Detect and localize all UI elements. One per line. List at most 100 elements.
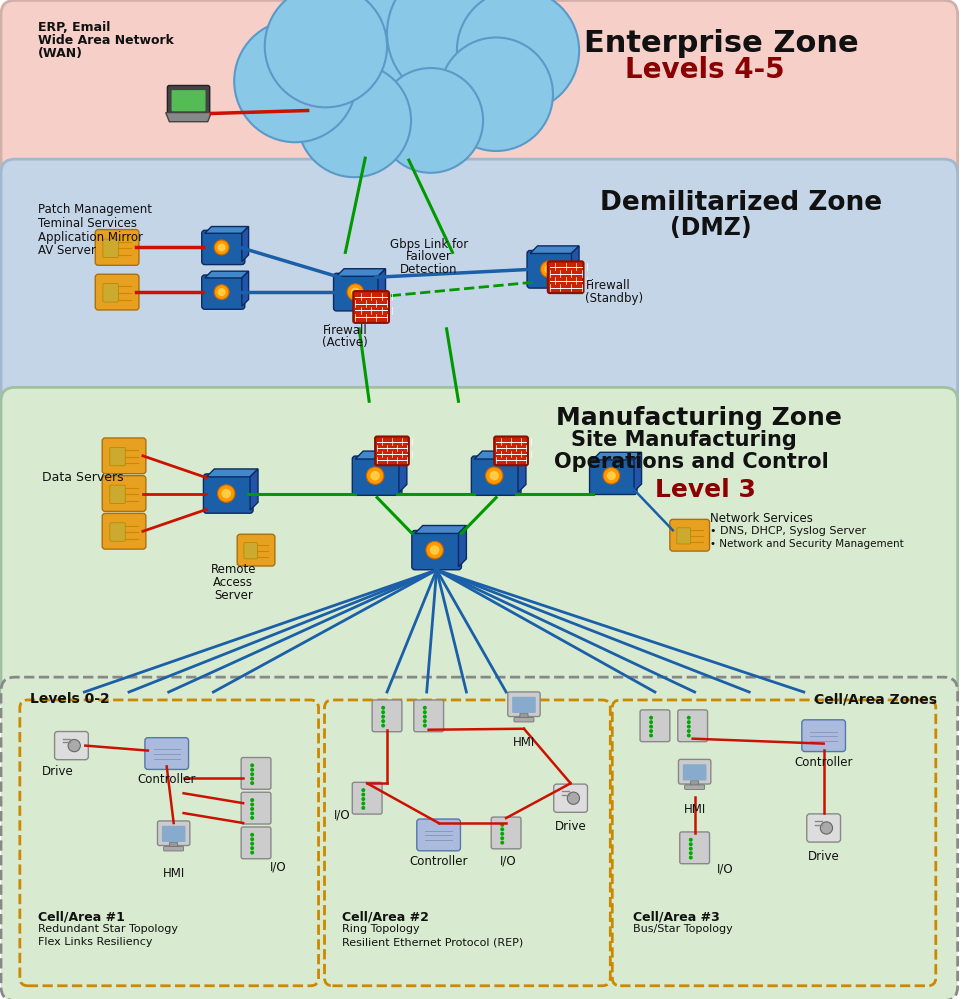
Polygon shape xyxy=(355,452,407,459)
FancyBboxPatch shape xyxy=(169,842,178,850)
FancyBboxPatch shape xyxy=(202,275,245,310)
Text: I/O: I/O xyxy=(500,855,516,868)
Circle shape xyxy=(304,0,470,142)
Polygon shape xyxy=(378,269,386,308)
Text: Demilitarized Zone: Demilitarized Zone xyxy=(601,190,883,216)
FancyBboxPatch shape xyxy=(375,437,409,466)
Circle shape xyxy=(381,719,385,723)
Polygon shape xyxy=(250,469,258,510)
Text: Level 3: Level 3 xyxy=(655,478,756,501)
FancyBboxPatch shape xyxy=(158,821,190,845)
Circle shape xyxy=(381,714,385,718)
FancyBboxPatch shape xyxy=(590,457,637,495)
Circle shape xyxy=(218,288,225,296)
FancyBboxPatch shape xyxy=(683,764,707,780)
Circle shape xyxy=(687,724,690,728)
Text: I/O: I/O xyxy=(270,861,286,874)
Text: Enterprise Zone: Enterprise Zone xyxy=(583,29,858,58)
Circle shape xyxy=(423,710,426,714)
Circle shape xyxy=(649,724,653,728)
Polygon shape xyxy=(530,246,579,254)
Text: Bus/Star Topology: Bus/Star Topology xyxy=(633,924,733,934)
Circle shape xyxy=(387,0,527,103)
Text: Patch Management: Patch Management xyxy=(38,203,152,216)
FancyBboxPatch shape xyxy=(1,0,957,192)
Text: HMI: HMI xyxy=(513,735,535,748)
FancyBboxPatch shape xyxy=(678,710,708,741)
Circle shape xyxy=(649,715,653,719)
FancyBboxPatch shape xyxy=(414,700,444,731)
Circle shape xyxy=(423,719,426,723)
Text: Controller: Controller xyxy=(137,773,196,786)
Circle shape xyxy=(820,822,833,834)
Circle shape xyxy=(423,714,426,718)
Text: Redundant Star Topology: Redundant Star Topology xyxy=(38,924,178,934)
Text: Firewall: Firewall xyxy=(585,279,630,292)
Text: • DNS, DHCP, Syslog Server: • DNS, DHCP, Syslog Server xyxy=(710,526,865,536)
Polygon shape xyxy=(518,452,526,493)
Circle shape xyxy=(430,545,439,554)
Circle shape xyxy=(221,489,231,499)
FancyBboxPatch shape xyxy=(237,534,275,566)
FancyBboxPatch shape xyxy=(241,827,271,859)
Circle shape xyxy=(500,832,504,836)
FancyBboxPatch shape xyxy=(161,826,186,842)
FancyBboxPatch shape xyxy=(690,780,699,788)
Text: Drive: Drive xyxy=(42,765,73,778)
FancyBboxPatch shape xyxy=(54,731,88,759)
Circle shape xyxy=(689,847,692,850)
Circle shape xyxy=(250,833,254,837)
FancyBboxPatch shape xyxy=(241,792,271,824)
Circle shape xyxy=(250,811,254,815)
FancyBboxPatch shape xyxy=(203,474,253,513)
FancyBboxPatch shape xyxy=(110,448,126,466)
Circle shape xyxy=(250,846,254,850)
Circle shape xyxy=(541,261,557,278)
Text: (Active): (Active) xyxy=(322,336,368,349)
Text: Cell/Area Zones: Cell/Area Zones xyxy=(814,692,937,706)
Text: Wide Area Network: Wide Area Network xyxy=(38,34,174,47)
FancyBboxPatch shape xyxy=(110,522,126,541)
Circle shape xyxy=(689,851,692,855)
Circle shape xyxy=(370,471,380,481)
Circle shape xyxy=(362,806,366,810)
Text: I/O: I/O xyxy=(717,863,733,876)
FancyBboxPatch shape xyxy=(103,513,146,549)
FancyBboxPatch shape xyxy=(163,846,184,851)
Circle shape xyxy=(381,710,385,714)
Circle shape xyxy=(649,729,653,733)
FancyBboxPatch shape xyxy=(554,784,588,812)
Circle shape xyxy=(500,823,504,827)
Circle shape xyxy=(218,244,225,252)
Circle shape xyxy=(366,467,384,485)
FancyBboxPatch shape xyxy=(103,438,146,474)
Text: Teminal Services: Teminal Services xyxy=(38,217,136,230)
Circle shape xyxy=(250,842,254,846)
Circle shape xyxy=(500,836,504,840)
Text: Resilient Ethernet Protocol (REP): Resilient Ethernet Protocol (REP) xyxy=(342,937,523,947)
Text: (DMZ): (DMZ) xyxy=(670,216,751,240)
FancyBboxPatch shape xyxy=(520,713,528,720)
Text: Controller: Controller xyxy=(795,755,853,768)
Text: Cell/Area #2: Cell/Area #2 xyxy=(342,910,429,923)
Circle shape xyxy=(649,720,653,724)
Polygon shape xyxy=(205,271,249,278)
FancyBboxPatch shape xyxy=(353,291,389,323)
Circle shape xyxy=(568,792,579,804)
Circle shape xyxy=(489,471,499,481)
FancyBboxPatch shape xyxy=(513,717,534,722)
Circle shape xyxy=(250,763,254,767)
Polygon shape xyxy=(337,269,386,277)
Text: Flex Links Resiliency: Flex Links Resiliency xyxy=(38,937,152,947)
Text: Cell/Area #1: Cell/Area #1 xyxy=(38,910,125,923)
FancyBboxPatch shape xyxy=(417,819,460,851)
Circle shape xyxy=(362,797,366,801)
Circle shape xyxy=(687,715,690,719)
Circle shape xyxy=(362,788,366,792)
Polygon shape xyxy=(205,227,249,234)
Circle shape xyxy=(423,723,426,727)
Circle shape xyxy=(250,837,254,841)
Circle shape xyxy=(265,0,387,107)
Circle shape xyxy=(689,842,692,846)
Circle shape xyxy=(500,841,504,844)
